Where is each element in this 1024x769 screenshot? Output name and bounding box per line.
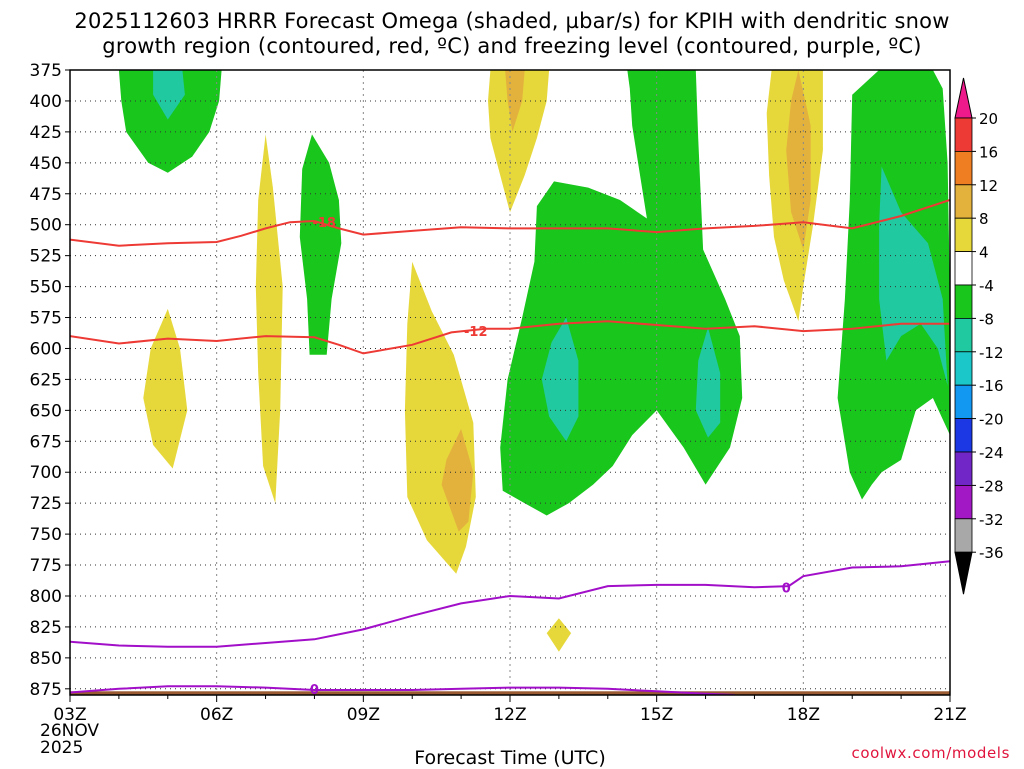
- terrain-strip: [70, 691, 950, 695]
- colorbar-segment: [954, 518, 973, 553]
- omega-region-3: [255, 134, 283, 504]
- colorbar-tick-label: -12: [979, 344, 1004, 362]
- omega-region-2: [299, 134, 342, 355]
- colorbar-tick-label: -32: [979, 511, 1004, 529]
- x-tick-label: 12Z: [493, 705, 526, 725]
- omega-region-5: [404, 261, 476, 574]
- colorbar-tick-label: -16: [979, 377, 1004, 395]
- omega-shading: [118, 70, 950, 652]
- omega-region-1: [153, 70, 185, 120]
- x-tick-label: 06Z: [200, 705, 233, 725]
- colorbar-tick-label: 20: [979, 110, 998, 128]
- colorbar-segment: [954, 484, 973, 520]
- x-tick-label: 03Z: [53, 705, 86, 725]
- contour-line-1: [70, 320, 950, 355]
- colorbar-segment: [954, 184, 973, 219]
- grid-lines: [70, 70, 950, 695]
- y-tick-label: 775: [30, 556, 62, 576]
- y-tick-label: 650: [30, 401, 62, 421]
- x-axis: 03Z 06Z 09Z 12Z 15Z 18Z 21Z: [53, 695, 967, 725]
- y-tick-label: 450: [30, 154, 62, 174]
- colorbar-bottom-triangle: [954, 551, 973, 595]
- omega-region-13: [786, 70, 811, 250]
- contour-line-2: [70, 560, 950, 648]
- contour-lines: -18 -12 0 0: [70, 199, 950, 698]
- colorbar-tick-label: -4: [979, 277, 994, 295]
- chart-title-line1: 2025112603 HRRR Forecast Omega (shaded, …: [74, 9, 950, 33]
- colorbar-segment: [954, 418, 973, 453]
- omega-colorbar: 20 16 12 8 4 -4 -8 -12 -16 -20 -24 -28 -32 -36: [954, 77, 1004, 595]
- y-tick-label: 575: [30, 309, 62, 329]
- y-tick-label: 850: [30, 649, 62, 669]
- chart-title-line2: growth region (contoured, red, ºC) and f…: [102, 34, 922, 58]
- x-tick-label: 15Z: [640, 705, 673, 725]
- y-axis: 375 400 425 450 475 500 525 550 575 600 625 650 675 7…: [30, 61, 70, 700]
- date-label-year: 2025: [40, 738, 84, 758]
- y-tick-label: 475: [30, 185, 62, 205]
- omega-region-4: [143, 308, 188, 469]
- colorbar-segment: [954, 251, 973, 286]
- colorbar-segment: [954, 217, 973, 252]
- x-tick-label: 18Z: [787, 705, 820, 725]
- contour-label: -18: [312, 216, 336, 231]
- y-tick-label: 425: [30, 123, 62, 143]
- colorbar-segment: [954, 284, 973, 319]
- omega-region-0: [118, 70, 222, 173]
- contour-label: 0: [782, 581, 791, 596]
- colorbar-tick-label: -36: [979, 544, 1004, 562]
- y-tick-label: 875: [30, 680, 62, 700]
- y-tick-label: 600: [30, 339, 62, 359]
- colorbar-tick-label: -24: [979, 444, 1004, 462]
- y-tick-label: 500: [30, 216, 62, 236]
- y-tick-label: 725: [30, 494, 62, 514]
- omega-region-16: [546, 618, 572, 652]
- colorbar-tick-label: -8: [979, 310, 994, 328]
- colorbar-segment: [954, 317, 973, 353]
- omega-region-7: [488, 70, 550, 213]
- colorbar-segment: [954, 351, 973, 386]
- x-tick-label: 21Z: [933, 705, 966, 725]
- terrain-fill: [70, 691, 950, 695]
- x-axis-label: Forecast Time (UTC): [414, 747, 606, 769]
- colorbar-tick-label: 4: [979, 244, 989, 262]
- credit-link[interactable]: coolwx.com/models: [851, 744, 1010, 762]
- colorbar-tick-label: -20: [979, 411, 1004, 429]
- colorbar-segment: [954, 117, 973, 152]
- colorbar-top-triangle: [954, 77, 973, 119]
- colorbar-tick-label: 12: [979, 177, 998, 195]
- colorbar-segment: [954, 384, 973, 420]
- date-label-day: 26NOV: [40, 721, 100, 741]
- y-tick-label: 550: [30, 278, 62, 298]
- y-tick-label: 525: [30, 247, 62, 267]
- colorbar-tick-label: 16: [979, 143, 998, 161]
- contour-label: 0: [310, 683, 319, 698]
- contour-line-3: [70, 685, 735, 695]
- x-tick-label: 09Z: [347, 705, 380, 725]
- y-tick-label: 675: [30, 432, 62, 452]
- y-tick-label: 375: [30, 61, 62, 81]
- y-tick-label: 750: [30, 525, 62, 545]
- omega-region-6: [441, 428, 474, 532]
- colorbar-segment: [954, 150, 973, 186]
- y-tick-label: 825: [30, 618, 62, 638]
- colorbar-tick-label: -28: [979, 477, 1004, 495]
- y-tick-label: 700: [30, 463, 62, 483]
- omega-region-15: [879, 166, 948, 386]
- contour-label: -12: [464, 325, 488, 340]
- colorbar-segment: [954, 451, 973, 486]
- omega-region-8: [505, 70, 525, 132]
- omega-region-11: [695, 327, 721, 438]
- y-tick-label: 400: [30, 92, 62, 112]
- y-tick-label: 625: [30, 370, 62, 390]
- colorbar-tick-label: 8: [979, 210, 989, 228]
- contour-line-0: [70, 199, 950, 247]
- y-tick-label: 800: [30, 587, 62, 607]
